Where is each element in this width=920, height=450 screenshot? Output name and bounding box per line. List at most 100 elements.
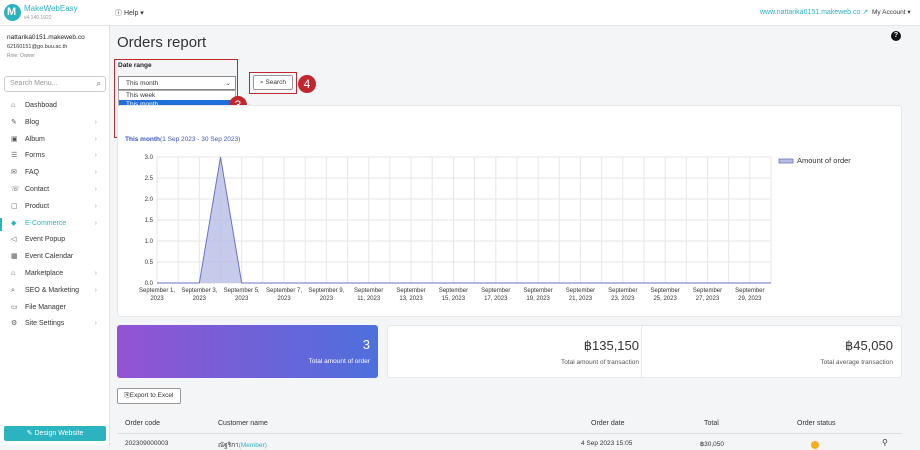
sidebar-item-dashboad[interactable]: ⌂ Dashboad (0, 98, 110, 115)
x-tick-label: September 5, (224, 288, 260, 294)
stat-card-average: ฿45,050 Total average transaction (641, 325, 902, 378)
sidebar-item-contact[interactable]: ☏ Contact › (0, 182, 110, 199)
search-icon: ⌕ (96, 79, 101, 88)
store-icon: ⌂ (11, 269, 16, 277)
row-order-code[interactable]: 202309000003 (125, 440, 169, 447)
x-tick-label: 15, 2023 (442, 296, 466, 302)
help-menu[interactable]: ⓘ Help ▾ (115, 10, 144, 17)
sidebar-item-product[interactable]: ▢ Product › (0, 199, 110, 216)
view-order-icon[interactable]: ⚲ (882, 438, 888, 447)
x-tick-label: 2023 (277, 296, 291, 302)
tag-icon: ◆ (11, 219, 17, 227)
page-title: Orders report (117, 34, 207, 51)
x-tick-label: September 7, (266, 288, 302, 294)
stat-label: Total amount of order (308, 358, 370, 365)
x-tick-label: 19, 2023 (526, 296, 550, 302)
sidebar-item-blog[interactable]: ✎ Blog › (0, 115, 110, 132)
user-role: Role: Owner (7, 53, 35, 59)
user-name: nattarika0151.makeweb.co (7, 34, 85, 41)
y-tick-label: 1.5 (145, 218, 154, 224)
sidebar-item-label: Forms (25, 152, 45, 160)
chevron-down-icon: ⌄ (225, 80, 231, 87)
image-icon: ▣ (11, 135, 18, 143)
status-pending-icon (811, 441, 819, 449)
sidebar-item-site-settings[interactable]: ⚙ Site Settings › (0, 316, 110, 333)
x-tick-label: 25, 2023 (653, 296, 677, 302)
calendar-icon: ▦ (11, 253, 18, 261)
chevron-right-icon: › (94, 185, 97, 193)
y-tick-label: 0.5 (145, 260, 154, 266)
chat-icon: ✉ (11, 169, 17, 177)
stat-label: Total average transaction (820, 359, 893, 366)
user-email: 62160151@go.buu.ac.th (7, 44, 68, 50)
date-range-select[interactable]: This month ⌄ (118, 76, 236, 90)
design-website-button[interactable]: ✎ Design Website (4, 426, 106, 441)
sidebar-item-album[interactable]: ▣ Album › (0, 132, 110, 149)
app-version: v4.140.1922 (24, 15, 52, 21)
chevron-right-icon: › (94, 118, 97, 126)
sidebar-item-marketplace[interactable]: ⌂ Marketplace › (0, 266, 110, 283)
sidebar-item-label: File Manager (25, 303, 66, 311)
dropdown-option[interactable]: This month (119, 100, 235, 109)
sidebar-item-label: Album (25, 135, 45, 143)
chevron-right-icon: › (94, 219, 97, 227)
chevron-right-icon: › (94, 286, 97, 294)
x-tick-label: September (693, 288, 722, 294)
row-order-date: 4 Sep 2023 15:05 (581, 440, 633, 447)
sidebar: nattarika0151.makeweb.co 62160151@go.buu… (0, 26, 110, 445)
col-total[interactable]: Total (704, 420, 719, 427)
col-order-status[interactable]: Order status (797, 420, 836, 427)
table-divider (117, 433, 902, 434)
sidebar-item-label: FAQ (25, 169, 40, 177)
sidebar-item-label: Dashboad (25, 102, 57, 109)
chevron-right-icon: › (94, 202, 97, 210)
search-menu-input[interactable]: Search Menu... ⌕ (4, 76, 106, 92)
y-tick-label: 2.0 (145, 197, 154, 203)
pencil-icon: ✎ (11, 118, 17, 126)
sidebar-item-event-calendar[interactable]: ▦ Event Calendar (0, 249, 110, 266)
sidebar-item-label: Event Calendar (25, 253, 74, 261)
date-range-label: Date range (118, 62, 152, 69)
legend-label: Amount of order (797, 156, 851, 165)
x-tick-label: September (608, 288, 637, 294)
y-tick-label: 2.5 (145, 176, 154, 182)
export-excel-button[interactable]: ⎘Export to Excel (117, 388, 181, 404)
site-link[interactable]: www.nattarika0151.makeweb.co ↗ (760, 9, 869, 16)
home-icon: ⌂ (11, 102, 16, 109)
sidebar-item-forms[interactable]: ☰ Forms › (0, 148, 110, 165)
folder-icon: ▭ (11, 303, 18, 311)
col-order-code[interactable]: Order code (125, 420, 161, 427)
x-tick-label: 21, 2023 (569, 296, 593, 302)
search-icon: ⌕ (259, 79, 264, 86)
annotation-badge-4: 4 (298, 75, 316, 93)
gear-icon: ⚙ (11, 320, 18, 328)
legend-swatch (778, 158, 794, 164)
sidebar-item-seo-marketing[interactable]: ⌕ SEO & Marketing › (0, 283, 110, 300)
export-icon: ⎘ (124, 392, 130, 399)
sidebar-item-faq[interactable]: ✉ FAQ › (0, 165, 110, 182)
y-tick-label: 3.0 (145, 155, 154, 161)
col-customer-name[interactable]: Customer name (218, 420, 268, 427)
sidebar-item-e-commerce[interactable]: ◆ E-Commerce › (0, 216, 110, 233)
dropdown-option[interactable]: This week (126, 92, 156, 99)
search-button[interactable]: ⌕ Search (253, 75, 293, 90)
sidebar-item-event-popup[interactable]: ◁ Event Popup (0, 232, 110, 249)
x-tick-label: September (396, 288, 425, 294)
sidebar-item-label: Marketplace (25, 269, 64, 277)
chevron-right-icon: › (94, 135, 97, 143)
account-menu[interactable]: My Account ▾ (872, 9, 911, 16)
x-tick-label: September (523, 288, 552, 294)
search-icon: ⌕ (11, 286, 15, 294)
row-customer[interactable]: ณัฐริกา(Member) (218, 442, 267, 449)
contact-icon: ☏ (11, 185, 20, 193)
help-circle-icon[interactable]: ? (891, 31, 901, 41)
x-tick-label: September 9, (308, 288, 344, 294)
sidebar-item-file-manager[interactable]: ▭ File Manager (0, 300, 110, 317)
list-icon: ☰ (11, 152, 18, 160)
chevron-right-icon: › (94, 169, 97, 177)
x-tick-label: 23, 2023 (611, 296, 635, 302)
x-tick-label: 17, 2023 (484, 296, 508, 302)
sidebar-menu: ⌂ Dashboad ✎ Blog › ▣ Album › ☰ Forms › ✉ FAQ › ☏ Conta… (0, 98, 110, 333)
col-order-date[interactable]: Order date (591, 420, 625, 427)
megaphone-icon: ◁ (11, 236, 17, 244)
